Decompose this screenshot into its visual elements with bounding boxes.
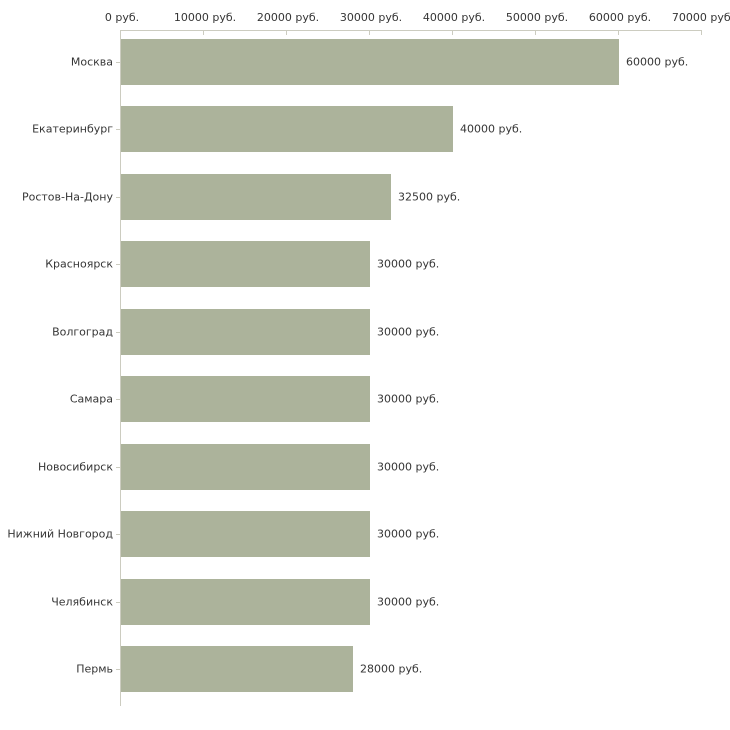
bar bbox=[121, 174, 391, 220]
bar bbox=[121, 444, 370, 490]
value-label: 30000 руб. bbox=[377, 460, 440, 474]
category-label: Нижний Новгород bbox=[7, 527, 113, 541]
x-axis-tick-label: 70000 руб. bbox=[671, 11, 730, 24]
category-label: Пермь bbox=[76, 662, 113, 676]
bar bbox=[121, 376, 370, 422]
category-label: Самара bbox=[69, 392, 113, 406]
value-label: 60000 руб. bbox=[626, 55, 689, 69]
bar bbox=[121, 646, 353, 692]
category-label: Ростов-На-Дону bbox=[21, 190, 113, 204]
value-label: 32500 руб. bbox=[398, 190, 461, 204]
bar bbox=[121, 309, 370, 355]
value-label: 30000 руб. bbox=[377, 595, 440, 609]
y-axis-tick-mark bbox=[116, 264, 120, 265]
y-axis-tick-mark bbox=[116, 534, 120, 535]
category-label: Москва bbox=[70, 55, 113, 69]
x-axis-line bbox=[120, 30, 701, 31]
y-axis-tick-mark bbox=[116, 129, 120, 130]
y-axis-tick-mark bbox=[116, 332, 120, 333]
y-axis-tick-mark bbox=[116, 197, 120, 198]
x-axis-tick-mark bbox=[203, 30, 204, 35]
y-axis-line bbox=[120, 30, 121, 706]
value-label: 40000 руб. bbox=[460, 122, 523, 136]
x-axis-tick-mark bbox=[701, 30, 702, 35]
x-axis-tick-mark bbox=[286, 30, 287, 35]
bar bbox=[121, 106, 453, 152]
category-label: Красноярск bbox=[45, 257, 113, 271]
x-axis-tick-mark bbox=[535, 30, 536, 35]
category-label: Волгоград bbox=[52, 325, 113, 339]
x-axis-tick-mark bbox=[452, 30, 453, 35]
category-label: Екатеринбург bbox=[32, 122, 113, 136]
y-axis-tick-mark bbox=[116, 669, 120, 670]
x-axis-tick-label: 50000 руб. bbox=[505, 11, 569, 24]
x-axis-tick-label: 0 руб. bbox=[104, 11, 140, 24]
category-label: Новосибирск bbox=[37, 460, 113, 474]
x-axis-tick-label: 60000 руб. bbox=[588, 11, 652, 24]
y-axis-tick-mark bbox=[116, 399, 120, 400]
x-axis-tick-mark bbox=[618, 30, 619, 35]
bar bbox=[121, 511, 370, 557]
category-label: Челябинск bbox=[51, 595, 113, 609]
value-label: 30000 руб. bbox=[377, 527, 440, 541]
value-label: 30000 руб. bbox=[377, 257, 440, 271]
x-axis-tick-mark bbox=[120, 30, 121, 35]
x-axis-tick-label: 20000 руб. bbox=[256, 11, 320, 24]
x-axis-tick-label: 40000 руб. bbox=[422, 11, 486, 24]
bar bbox=[121, 39, 619, 85]
y-axis-tick-mark bbox=[116, 602, 120, 603]
x-axis-tick-mark bbox=[369, 30, 370, 35]
bar bbox=[121, 241, 370, 287]
value-label: 28000 руб. bbox=[360, 662, 423, 676]
x-axis-tick-label: 10000 руб. bbox=[173, 11, 237, 24]
value-label: 30000 руб. bbox=[377, 392, 440, 406]
value-label: 30000 руб. bbox=[377, 325, 440, 339]
y-axis-tick-mark bbox=[116, 62, 120, 63]
y-axis-tick-mark bbox=[116, 467, 120, 468]
x-axis-tick-label: 30000 руб. bbox=[339, 11, 403, 24]
bar bbox=[121, 579, 370, 625]
